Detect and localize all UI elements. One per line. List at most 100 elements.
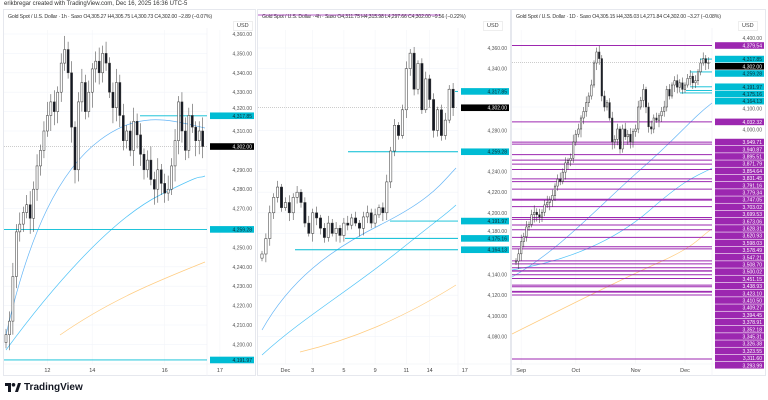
candle <box>629 133 632 143</box>
level-price-label: 3,409.27 <box>743 306 763 312</box>
candle <box>87 91 91 112</box>
candle <box>517 253 520 262</box>
y-tick-label: 4,250.00 <box>233 245 253 251</box>
moving-average-line <box>299 284 457 353</box>
candle <box>191 115 194 128</box>
level-price-label: 3,791.16 <box>743 183 763 189</box>
candle <box>397 125 400 136</box>
x-tick-label: 3 <box>311 368 314 374</box>
candle <box>350 217 354 226</box>
price-label-bg <box>210 143 254 150</box>
candle <box>194 126 198 141</box>
price-label-bg <box>461 104 509 112</box>
y-tick-label: 4,200.00 <box>488 211 508 217</box>
candle <box>650 126 653 130</box>
level-price-label: 3,699.53 <box>743 212 763 218</box>
candle <box>634 128 637 132</box>
candle <box>420 63 424 111</box>
y-tick-label: 4,210.00 <box>233 323 253 329</box>
candle <box>522 236 525 242</box>
price-label-bg <box>715 354 764 362</box>
candle <box>361 216 365 229</box>
currency-button[interactable]: USD <box>738 21 758 31</box>
candle <box>611 117 614 143</box>
candle <box>644 89 648 108</box>
x-tick-label: 5 <box>342 368 345 374</box>
y-tick-label: 4,120.00 <box>488 293 508 299</box>
y-tick-label: 4,140.00 <box>488 273 508 279</box>
candle <box>676 80 679 88</box>
tradingview-logo[interactable]: TradingView <box>5 382 83 393</box>
symbol-legend[interactable]: Gold Spot / U.S. Dollar · 1h · Saxo O4,3… <box>8 14 212 20</box>
level-price-label: 3,352.18 <box>743 327 763 333</box>
candle <box>322 228 326 238</box>
price-label-bg <box>715 90 764 98</box>
price-label-bg <box>461 148 509 156</box>
chart-panel-1d[interactable]: Gold Spot / U.S. Dollar · 1D · Saxo O4,3… <box>511 9 766 376</box>
price-label-bg <box>715 333 764 340</box>
candle <box>283 202 287 208</box>
price-label-bg <box>715 261 764 268</box>
brand-name: TradingView <box>24 382 83 393</box>
candle <box>307 222 311 234</box>
candle <box>626 133 629 138</box>
candle <box>184 130 187 151</box>
price-label-bg <box>715 138 764 146</box>
price-label-bg <box>461 235 509 242</box>
chart-panel-1h[interactable]: Gold Spot / U.S. Dollar · 1h · Saxo O4,3… <box>3 9 256 376</box>
candle <box>696 71 700 81</box>
candle <box>97 60 101 74</box>
candle <box>377 207 381 216</box>
candle <box>201 130 204 147</box>
symbol-legend[interactable]: Gold Spot / U.S. Dollar · 1D · Saxo O4,3… <box>516 14 721 20</box>
candle <box>603 95 606 108</box>
candle <box>559 178 562 182</box>
chart-1h: 4,360.00 4,350.00 4,340.00 4,330.00 4,320.00… <box>4 28 255 376</box>
candle <box>128 130 132 151</box>
moving-average-line <box>511 228 713 335</box>
candle <box>572 141 575 159</box>
candle <box>334 228 338 234</box>
candle <box>514 260 518 263</box>
candle <box>691 75 694 84</box>
candle <box>73 126 77 171</box>
candle <box>412 52 416 90</box>
level-price-label: 4,191.97 <box>488 219 508 225</box>
y-tick-label: 4,220.00 <box>233 304 253 310</box>
candle <box>135 121 139 136</box>
level-price-label: 3,949.71 <box>743 140 763 146</box>
y-tick-label: 4,360.00 <box>233 32 253 38</box>
x-tick-label: 11 <box>403 368 409 374</box>
level-price-label: 3,394.45 <box>743 313 763 319</box>
price-label-bg <box>715 181 764 189</box>
candle <box>84 82 87 112</box>
candle <box>533 211 536 215</box>
chart-panel-4h[interactable]: Gold Spot / U.S. Dollar · 4h · Saxo O4,3… <box>257 9 511 376</box>
level-price-label: 4,259.28 <box>488 150 508 156</box>
level-price-label: 4,175.16 <box>743 92 763 98</box>
level-price-label: 3,451.15 <box>743 277 763 283</box>
x-tick-label: 14 <box>427 368 433 374</box>
candle <box>111 91 115 108</box>
price-label-bg <box>715 210 764 218</box>
price-label-bg <box>210 356 254 364</box>
candle <box>538 214 541 218</box>
level-price-label: 4,317.85 <box>233 114 253 120</box>
candle <box>104 53 108 64</box>
level-price-label: 3,854.64 <box>743 169 763 175</box>
currency-button[interactable]: USD <box>233 21 253 31</box>
candle <box>665 89 668 108</box>
x-tick-label: 17 <box>462 368 468 374</box>
price-label-bg <box>715 325 764 333</box>
candle <box>299 191 303 203</box>
candle <box>268 212 272 239</box>
price-label-bg <box>715 167 764 175</box>
currency-button[interactable]: USD <box>483 21 503 31</box>
level-price-label: 3,508.70 <box>743 262 763 268</box>
candle <box>548 199 551 203</box>
candle <box>527 224 531 228</box>
price-label-bg <box>715 118 764 126</box>
x-tick-label: 12 <box>44 368 50 374</box>
symbol-legend[interactable]: Gold Spot / U.S. Dollar · 4h · Saxo O4,3… <box>262 14 466 20</box>
